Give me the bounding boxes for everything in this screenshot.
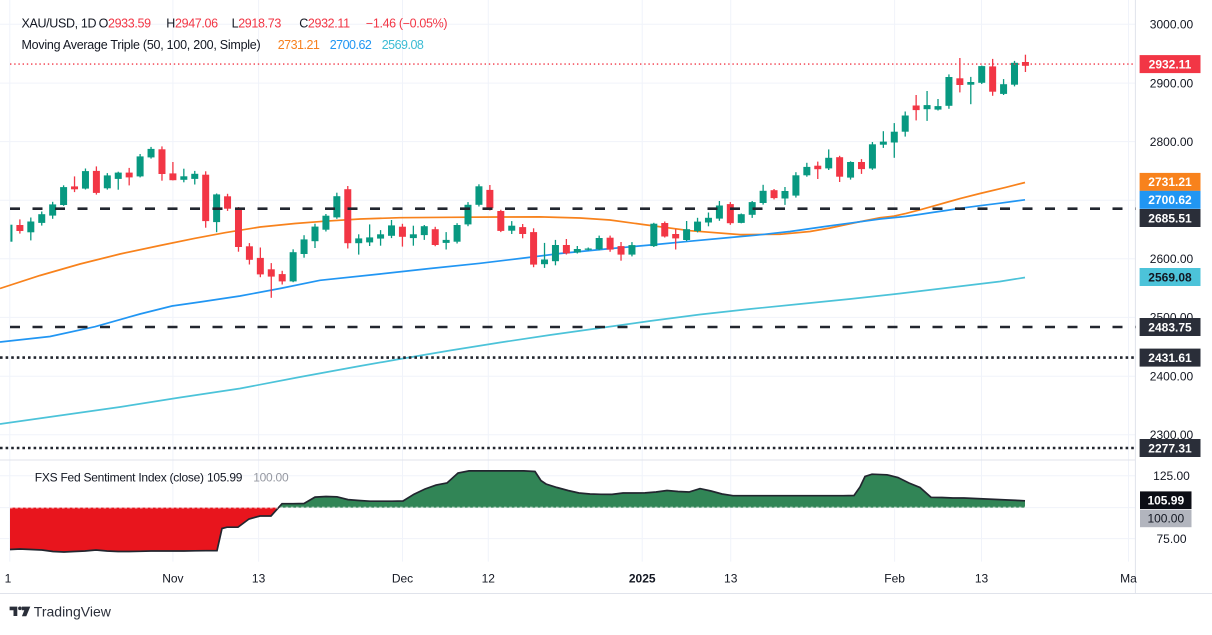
svg-text:100.00: 100.00 [1147,512,1184,526]
svg-text:2900.00: 2900.00 [1150,76,1194,90]
svg-text:2700.62: 2700.62 [1148,193,1192,207]
svg-text:Moving Average Triple (50, 100: Moving Average Triple (50, 100, 200, Sim… [22,38,424,52]
svg-text:2483.75: 2483.75 [1148,320,1192,334]
svg-text:75.00: 75.00 [1156,532,1186,546]
svg-text:2277.31: 2277.31 [1148,441,1192,455]
svg-text:1: 1 [5,572,12,586]
svg-text:2025: 2025 [629,572,656,586]
svg-text:13: 13 [975,572,989,586]
svg-text:2300.00: 2300.00 [1150,428,1194,442]
svg-text:2569.08: 2569.08 [1148,270,1192,284]
svg-text:TradingView: TradingView [34,604,112,620]
svg-text:2731.21: 2731.21 [1148,175,1192,189]
svg-text:12: 12 [482,572,496,586]
svg-text:2600.00: 2600.00 [1150,252,1194,266]
svg-text:2685.51: 2685.51 [1148,211,1192,225]
svg-text:2932.11: 2932.11 [1149,57,1192,71]
svg-text:2431.61: 2431.61 [1148,351,1192,365]
svg-text:2400.00: 2400.00 [1150,369,1194,383]
svg-text:Dec: Dec [392,572,413,586]
svg-text:2800.00: 2800.00 [1150,135,1194,149]
svg-text:13: 13 [252,572,266,586]
svg-text:Feb: Feb [884,572,905,586]
svg-text:13: 13 [724,572,738,586]
svg-text:125.00: 125.00 [1153,469,1190,483]
svg-text:3000.00: 3000.00 [1150,18,1194,32]
svg-text:Nov: Nov [162,572,183,586]
svg-text:105.99: 105.99 [1147,494,1184,508]
svg-text:FXS Fed Sentiment Index (close: FXS Fed Sentiment Index (close) 105.99 100… [35,470,289,484]
svg-text:Ma: Ma [1120,572,1137,586]
